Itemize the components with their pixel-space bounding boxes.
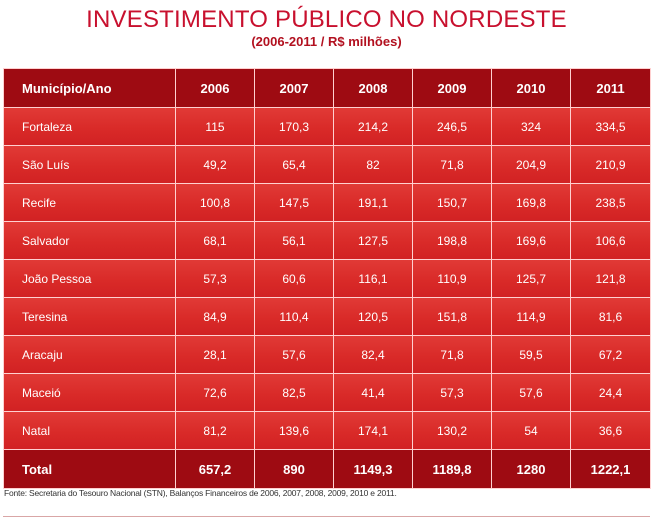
- header-year-2009: 2009: [412, 68, 492, 108]
- table-row: Recife 100,8 147,5 191,1 150,7 169,8 238,5: [3, 183, 651, 222]
- cell-2010: 114,9: [491, 297, 571, 336]
- cell-2010: 125,7: [491, 259, 571, 298]
- header-year-2006: 2006: [175, 68, 255, 108]
- cell-2008: 82: [333, 145, 413, 184]
- header-row: Município/Ano 2006 2007 2008 2009 2010 2…: [3, 68, 651, 108]
- row-label: Maceió: [3, 373, 176, 412]
- total-cell-2006: 657,2: [175, 449, 255, 489]
- cell-2006: 84,9: [175, 297, 255, 336]
- investment-table: Município/Ano 2006 2007 2008 2009 2010 2…: [3, 68, 651, 489]
- cell-2008: 82,4: [333, 335, 413, 374]
- table-row: Maceió 72,6 82,5 41,4 57,3 57,6 24,4: [3, 373, 651, 412]
- cell-2007: 60,6: [254, 259, 334, 298]
- cell-2006: 28,1: [175, 335, 255, 374]
- cell-2006: 72,6: [175, 373, 255, 412]
- cell-2009: 57,3: [412, 373, 492, 412]
- cell-2010: 59,5: [491, 335, 571, 374]
- cell-2007: 65,4: [254, 145, 334, 184]
- cell-2011: 238,5: [570, 183, 651, 222]
- cell-2010: 169,6: [491, 221, 571, 260]
- total-row: Total 657,2 890 1149,3 1189,8 1280 1222,…: [3, 449, 651, 489]
- cell-2009: 71,8: [412, 145, 492, 184]
- cell-2009: 198,8: [412, 221, 492, 260]
- table-row: João Pessoa 57,3 60,6 116,1 110,9 125,7 121,8: [3, 259, 651, 298]
- row-label: Fortaleza: [3, 107, 176, 146]
- cell-2011: 81,6: [570, 297, 651, 336]
- row-label: Aracaju: [3, 335, 176, 374]
- cell-2009: 110,9: [412, 259, 492, 298]
- header-year-2011: 2011: [570, 68, 651, 108]
- chart-subtitle: (2006-2011 / R$ milhões): [251, 34, 402, 49]
- total-cell-2009: 1189,8: [412, 449, 492, 489]
- total-cell-2007: 890: [254, 449, 334, 489]
- cell-2009: 246,5: [412, 107, 492, 146]
- cell-2011: 334,5: [570, 107, 651, 146]
- row-label: Recife: [3, 183, 176, 222]
- total-cell-2011: 1222,1: [570, 449, 651, 489]
- table-row: São Luís 49,2 65,4 82 71,8 204,9 210,9: [3, 145, 651, 184]
- cell-2006: 81,2: [175, 411, 255, 450]
- table-row: Teresina 84,9 110,4 120,5 151,8 114,9 81,6: [3, 297, 651, 336]
- cell-2008: 191,1: [333, 183, 413, 222]
- cell-2011: 106,6: [570, 221, 651, 260]
- header-municipio: Município/Ano: [3, 68, 176, 108]
- header-year-2010: 2010: [491, 68, 571, 108]
- total-cell-2010: 1280: [491, 449, 571, 489]
- cell-2006: 100,8: [175, 183, 255, 222]
- cell-2008: 116,1: [333, 259, 413, 298]
- row-label: São Luís: [3, 145, 176, 184]
- cell-2011: 67,2: [570, 335, 651, 374]
- cell-2007: 110,4: [254, 297, 334, 336]
- header-year-2008: 2008: [333, 68, 413, 108]
- cell-2007: 147,5: [254, 183, 334, 222]
- cell-2011: 36,6: [570, 411, 651, 450]
- cell-2011: 24,4: [570, 373, 651, 412]
- cell-2006: 49,2: [175, 145, 255, 184]
- chart-title: INVESTIMENTO PÚBLICO NO NORDESTE: [86, 6, 567, 33]
- row-label: Natal: [3, 411, 176, 450]
- bottom-divider: [3, 516, 650, 517]
- cell-2010: 204,9: [491, 145, 571, 184]
- cell-2006: 68,1: [175, 221, 255, 260]
- cell-2009: 151,8: [412, 297, 492, 336]
- row-label: João Pessoa: [3, 259, 176, 298]
- cell-2006: 115: [175, 107, 255, 146]
- cell-2008: 174,1: [333, 411, 413, 450]
- cell-2009: 150,7: [412, 183, 492, 222]
- cell-2009: 130,2: [412, 411, 492, 450]
- cell-2006: 57,3: [175, 259, 255, 298]
- cell-2009: 71,8: [412, 335, 492, 374]
- cell-2011: 210,9: [570, 145, 651, 184]
- cell-2008: 41,4: [333, 373, 413, 412]
- cell-2008: 214,2: [333, 107, 413, 146]
- cell-2007: 56,1: [254, 221, 334, 260]
- cell-2007: 170,3: [254, 107, 334, 146]
- cell-2010: 324: [491, 107, 571, 146]
- cell-2008: 120,5: [333, 297, 413, 336]
- source-note: Fonte: Secretaria do Tesouro Nacional (S…: [4, 488, 397, 498]
- cell-2007: 139,6: [254, 411, 334, 450]
- cell-2008: 127,5: [333, 221, 413, 260]
- table-row: Natal 81,2 139,6 174,1 130,2 54 36,6: [3, 411, 651, 450]
- row-label: Teresina: [3, 297, 176, 336]
- header-year-2007: 2007: [254, 68, 334, 108]
- total-label: Total: [3, 449, 176, 489]
- row-label: Salvador: [3, 221, 176, 260]
- cell-2007: 57,6: [254, 335, 334, 374]
- cell-2007: 82,5: [254, 373, 334, 412]
- cell-2011: 121,8: [570, 259, 651, 298]
- table-row: Fortaleza 115 170,3 214,2 246,5 324 334,5: [3, 107, 651, 146]
- total-cell-2008: 1149,3: [333, 449, 413, 489]
- table-row: Salvador 68,1 56,1 127,5 198,8 169,6 106,6: [3, 221, 651, 260]
- table-body: Fortaleza 115 170,3 214,2 246,5 324 334,5 São L…: [3, 107, 651, 489]
- cell-2010: 54: [491, 411, 571, 450]
- cell-2010: 169,8: [491, 183, 571, 222]
- table-row: Aracaju 28,1 57,6 82,4 71,8 59,5 67,2: [3, 335, 651, 374]
- cell-2010: 57,6: [491, 373, 571, 412]
